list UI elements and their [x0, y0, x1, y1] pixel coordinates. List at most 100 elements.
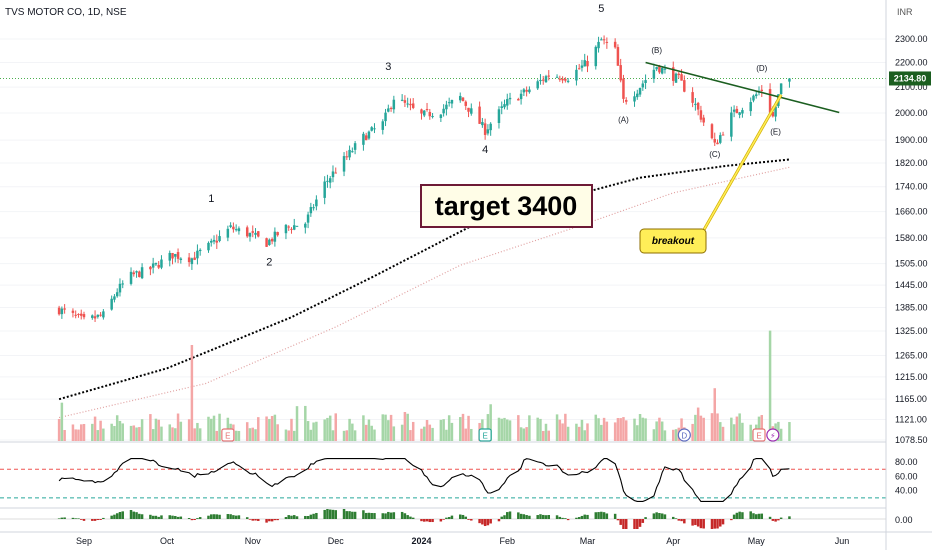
- volume-bar: [694, 414, 697, 441]
- volume-bar: [547, 430, 551, 441]
- resistance-trendline[interactable]: [645, 61, 840, 114]
- hist-bar: [315, 512, 318, 519]
- volume-bar: [624, 420, 628, 441]
- hist-bar: [425, 519, 429, 522]
- hist-bar: [257, 519, 260, 521]
- candles[interactable]: [57, 35, 791, 322]
- candle-body: [135, 271, 138, 273]
- hist-bar: [525, 515, 528, 519]
- volume-bar: [536, 417, 539, 441]
- hist-bar: [672, 516, 675, 519]
- volume-bar: [528, 415, 531, 441]
- time-axis[interactable]: Sep Oct Nov Dec 2024 Feb Mar Apr May Jun: [76, 536, 849, 546]
- candle-body: [779, 83, 783, 94]
- volume-bar: [672, 429, 675, 441]
- hist-bar: [577, 517, 581, 519]
- volume-bar: [190, 345, 194, 441]
- candle-body: [99, 314, 102, 316]
- hist-bar: [287, 515, 290, 519]
- time-tick-label: 2024: [411, 536, 431, 546]
- hist-bar: [304, 515, 307, 519]
- event-marker-shape: [221, 428, 235, 442]
- price-tick-label: 1265.00: [895, 351, 928, 361]
- candle-body: [713, 138, 716, 143]
- candle-body: [115, 292, 119, 297]
- volume-bar: [121, 423, 124, 441]
- candle-body: [304, 223, 307, 228]
- price-tick-label: 1900.00: [895, 135, 928, 145]
- hist-bar: [497, 519, 501, 522]
- volume-bar: [392, 426, 396, 441]
- candle-body: [721, 134, 725, 136]
- hist-bar: [387, 511, 390, 519]
- hist-bar: [234, 515, 238, 519]
- volume-bar: [348, 418, 351, 441]
- hist-bar: [215, 514, 219, 519]
- volume-bar: [566, 426, 570, 441]
- hist-bar: [500, 516, 503, 519]
- candle-body: [245, 227, 249, 237]
- volume-bar: [367, 419, 371, 441]
- candle-body: [306, 214, 310, 223]
- volume-bar: [215, 430, 219, 441]
- candle-body: [411, 103, 415, 108]
- hist-bar: [735, 512, 739, 519]
- volume-bar: [517, 415, 520, 441]
- hist-bar: [160, 515, 163, 519]
- volume-bar: [674, 429, 678, 441]
- price-axis[interactable]: 2300.00 2200.00 2100.00 2000.00 1900.00 1820.…: [895, 34, 928, 525]
- hist-bar: [779, 517, 783, 519]
- hist-bar: [522, 514, 526, 519]
- volume-bar: [779, 428, 783, 441]
- hist-bar: [721, 519, 725, 525]
- hist-bar: [265, 519, 268, 523]
- hist-bar: [652, 513, 656, 519]
- hist-bar: [309, 514, 313, 519]
- candle-body: [174, 254, 177, 257]
- volume-bar: [544, 423, 548, 441]
- hist-bar: [619, 519, 622, 525]
- volume-bar: [658, 417, 661, 441]
- currency-label[interactable]: INR: [897, 7, 913, 17]
- hist-bar: [738, 511, 741, 519]
- volume-bar: [577, 426, 581, 441]
- candle-body: [293, 225, 296, 230]
- candle-body: [539, 79, 542, 82]
- volume-bar: [293, 430, 296, 441]
- hist-bar: [774, 519, 777, 522]
- volume-bar: [406, 413, 409, 441]
- hist-bar: [489, 519, 492, 524]
- hist-bar: [519, 513, 523, 519]
- volume-bar: [331, 430, 335, 441]
- price-tick-label: 1445.00: [895, 280, 928, 290]
- candle-body: [171, 252, 174, 259]
- candle-body: [497, 109, 501, 123]
- volume-bar: [403, 412, 407, 441]
- hist-bar: [547, 514, 551, 519]
- hist-bar: [348, 511, 351, 519]
- candle-body: [464, 101, 468, 106]
- wave-label: (E): [770, 128, 781, 137]
- candle-body: [652, 69, 656, 79]
- breakout-arrow: [703, 94, 782, 230]
- hist-bar: [605, 513, 609, 519]
- event-markers[interactable]: E E D E ⚡: [221, 428, 780, 442]
- hist-bar: [132, 511, 136, 519]
- volume-bar: [594, 414, 598, 441]
- volume-bar: [470, 428, 473, 441]
- price-tick-label: 1580.00: [895, 233, 928, 243]
- time-tick-label: Sep: [76, 536, 92, 546]
- candle-body: [528, 89, 531, 93]
- hist-bar: [575, 517, 578, 519]
- candle-body: [353, 143, 357, 150]
- volume-bar: [218, 413, 221, 441]
- volume-bar: [74, 429, 77, 441]
- hist-bar: [392, 512, 396, 519]
- hist-bar: [517, 512, 520, 519]
- time-tick-label: Dec: [328, 536, 345, 546]
- price-tick-label: 1740.00: [895, 182, 928, 192]
- hist-bar: [741, 512, 744, 519]
- volume-bar: [447, 415, 451, 441]
- hist-bar: [486, 519, 490, 526]
